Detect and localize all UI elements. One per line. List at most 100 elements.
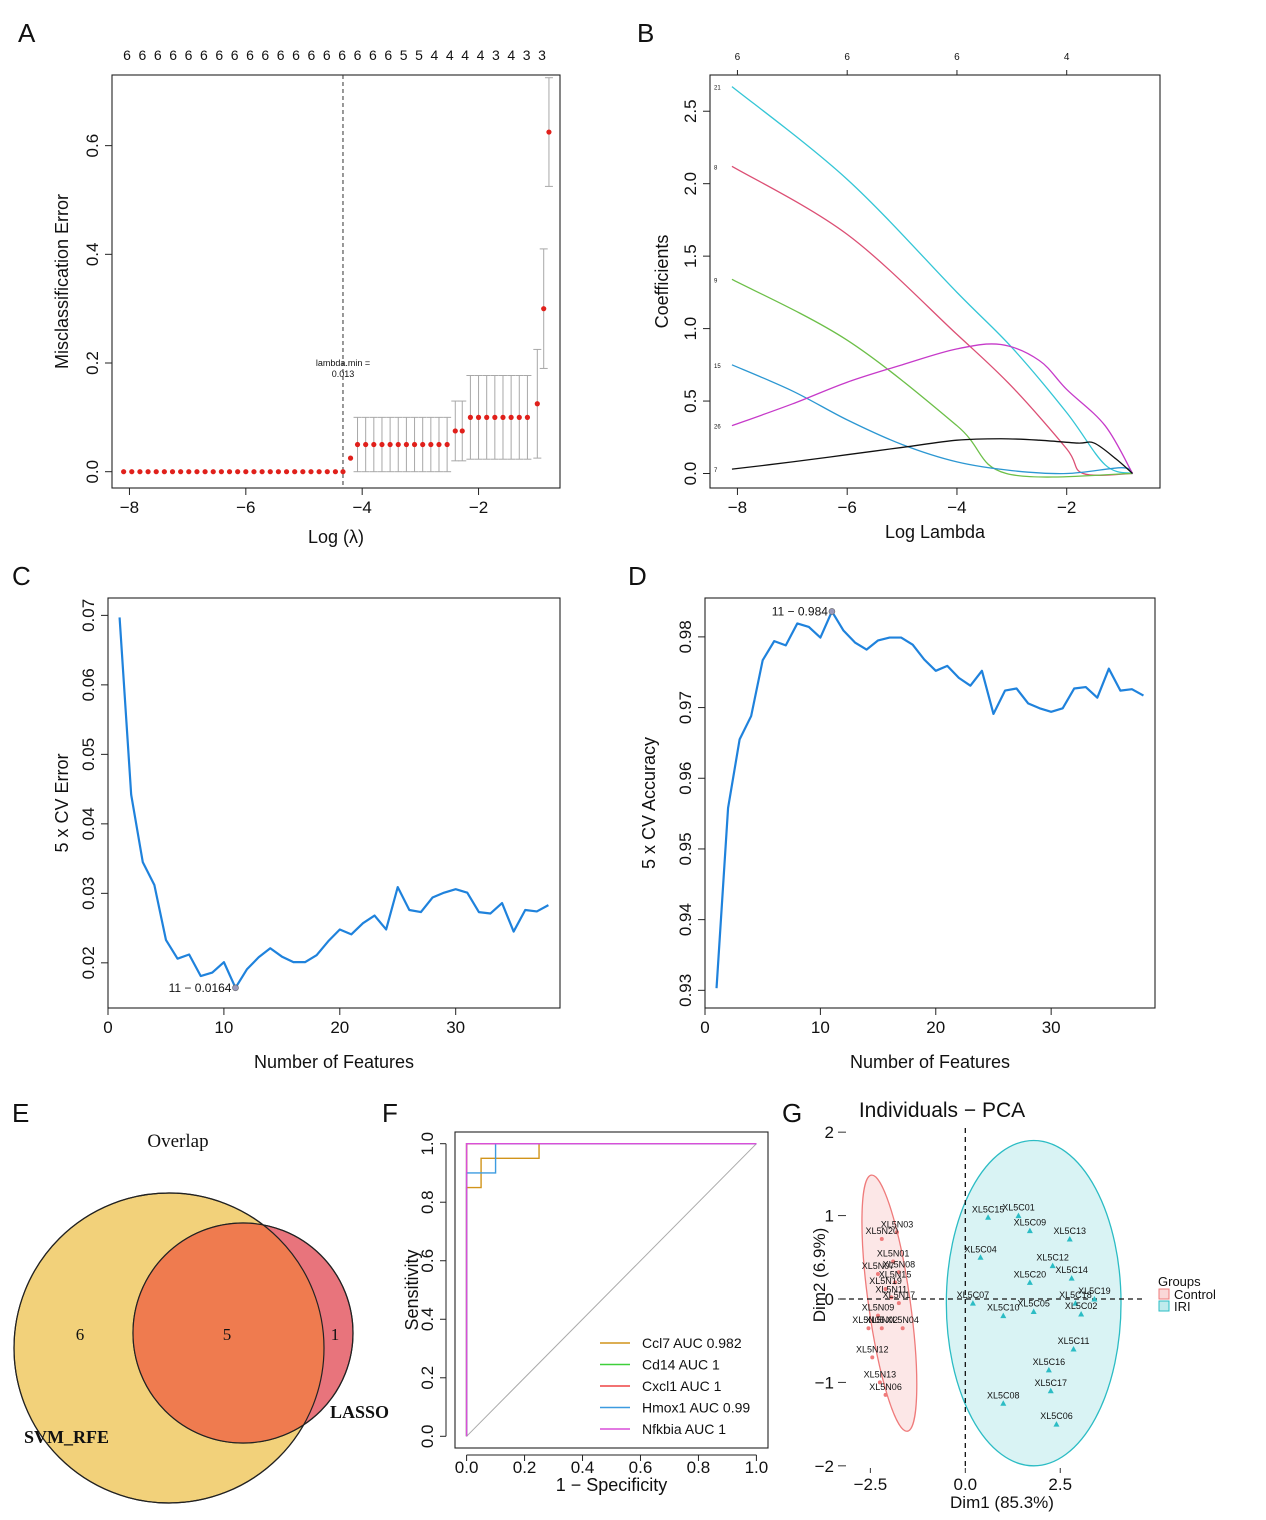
a-point [145,469,151,475]
a-point [516,414,522,420]
f-y-tick-label: 1.0 [418,1132,437,1156]
a-point [243,469,249,475]
f-x-tick-label: 0.2 [513,1458,537,1477]
a-point [500,414,506,420]
g-point-label: XL5C14 [1055,1265,1088,1275]
venn-label-lasso: LASSO [330,1402,389,1422]
c-y-tick-label: 0.03 [79,877,98,910]
g-point-label: XL5C02 [1065,1301,1098,1311]
d-y-tick-label: 0.95 [676,832,695,865]
f-roc-curve [465,1143,757,1437]
a-point [524,414,531,420]
a-point [259,469,265,475]
f-y-tick-label: 0.8 [418,1190,437,1214]
g-point-iri [1078,1311,1085,1317]
c-x-tick-label: 30 [446,1018,465,1037]
a-point [129,469,135,475]
a-top-count-label: 6 [354,47,362,63]
venn-label-svm-rfe: SVM_RFE [24,1427,109,1447]
a-point [475,414,482,420]
g-point-label: XL5N15 [879,1269,912,1279]
venn-outline-b [132,1222,354,1444]
g-point-iri [1030,1308,1037,1315]
b-series-label: 8 [714,165,718,171]
a-point [444,441,450,448]
a-top-count-label: 3 [538,47,546,63]
a-top-count-label: 6 [369,47,377,63]
g-point-control [891,1259,896,1264]
c-best-point [232,984,239,992]
d-cv-line [715,610,1144,989]
g-point-iri [985,1214,992,1220]
a-point [436,441,442,448]
g-y-tick-label: −1 [815,1373,834,1392]
a-point [541,306,547,312]
g-legend-title: Groups [1158,1274,1201,1289]
a-x-axis-label: Log (λ) [308,527,364,547]
b-top-df-label: 6 [844,52,850,63]
a-point [492,414,498,420]
g-point-label: XL5N05 [852,1315,885,1325]
panel-d-svm-accuracy: 0 10 20 30 0.93 0.94 0.95 0.96 0.97 0.98 Number of… [639,597,1156,1072]
a-point [121,469,127,475]
a-top-count-label: 4 [461,47,469,63]
a-point [161,469,167,475]
c-x-tick-label: 10 [214,1018,233,1037]
g-x-tick-label: −2.5 [854,1475,888,1494]
g-point-iri [1000,1400,1007,1406]
venn-count-intersection: 5 [223,1325,232,1344]
f-legend-label: Cxcl1 AUC 1 [642,1378,722,1394]
c-cv-line [118,617,549,989]
a-y-tick-label: 0.6 [83,134,102,158]
g-point-iri [1068,1275,1075,1281]
panel-label-f: F [382,1098,398,1128]
b-series-label: 21 [714,86,721,92]
a-x-tick-label: −4 [352,498,371,517]
g-point-iri [1053,1421,1060,1427]
g-point-control [893,1280,898,1285]
a-point [452,428,458,434]
b-y-tick-label: 1.5 [681,244,700,268]
d-y-tick-label: 0.96 [676,762,695,795]
g-point-iri [1047,1387,1054,1394]
a-point [292,469,298,475]
d-y-tick-label: 0.97 [676,691,695,724]
a-top-count-label: 6 [323,47,331,63]
g-point-iri [1072,1300,1079,1306]
d-x-tick-label: 10 [811,1018,830,1037]
a-point [354,441,361,448]
c-x-axis-label: Number of Features [254,1052,414,1072]
b-series-line [731,278,1133,478]
a-top-count-label: 4 [446,47,454,63]
b-y-tick-label: 2.5 [681,99,700,123]
b-x-tick-label: −4 [947,498,966,517]
c-best-label: 11 − 0.0164 [169,981,232,995]
g-legend-swatch [1158,1288,1170,1300]
a-top-count-label: 6 [138,47,146,63]
f-legend-label: Cd14 AUC 1 [642,1357,720,1373]
b-y-tick-label: 0.5 [681,389,700,413]
venn-count-lasso-only: 1 [331,1325,340,1344]
a-point [428,441,434,448]
a-point [316,469,322,475]
a-top-count-label: 6 [231,47,239,63]
a-top-count-label: 4 [431,47,439,63]
g-point-label: XL5C13 [1053,1226,1086,1236]
g-point-label: XL5N01 [877,1248,910,1258]
g-point-label: XL5N12 [856,1344,889,1354]
f-y-tick-label: 0.4 [418,1307,437,1331]
a-point [459,428,465,434]
g-point-control [883,1286,888,1291]
b-y-tick-label: 2.0 [681,172,700,196]
f-x-tick-label: 0.0 [455,1458,479,1477]
g-point-label: XL5N03 [881,1219,914,1229]
b-y-tick-label: 1.0 [681,317,700,341]
b-series-label: 15 [714,364,721,370]
venn-title: Overlap [147,1131,208,1152]
venn-count-svm-only: 6 [76,1325,85,1344]
f-y-tick-label: 0.0 [418,1424,437,1448]
d-x-axis-label: Number of Features [850,1052,1010,1072]
a-plot-frame [111,74,561,489]
g-point-label: XL5N08 [883,1259,916,1269]
